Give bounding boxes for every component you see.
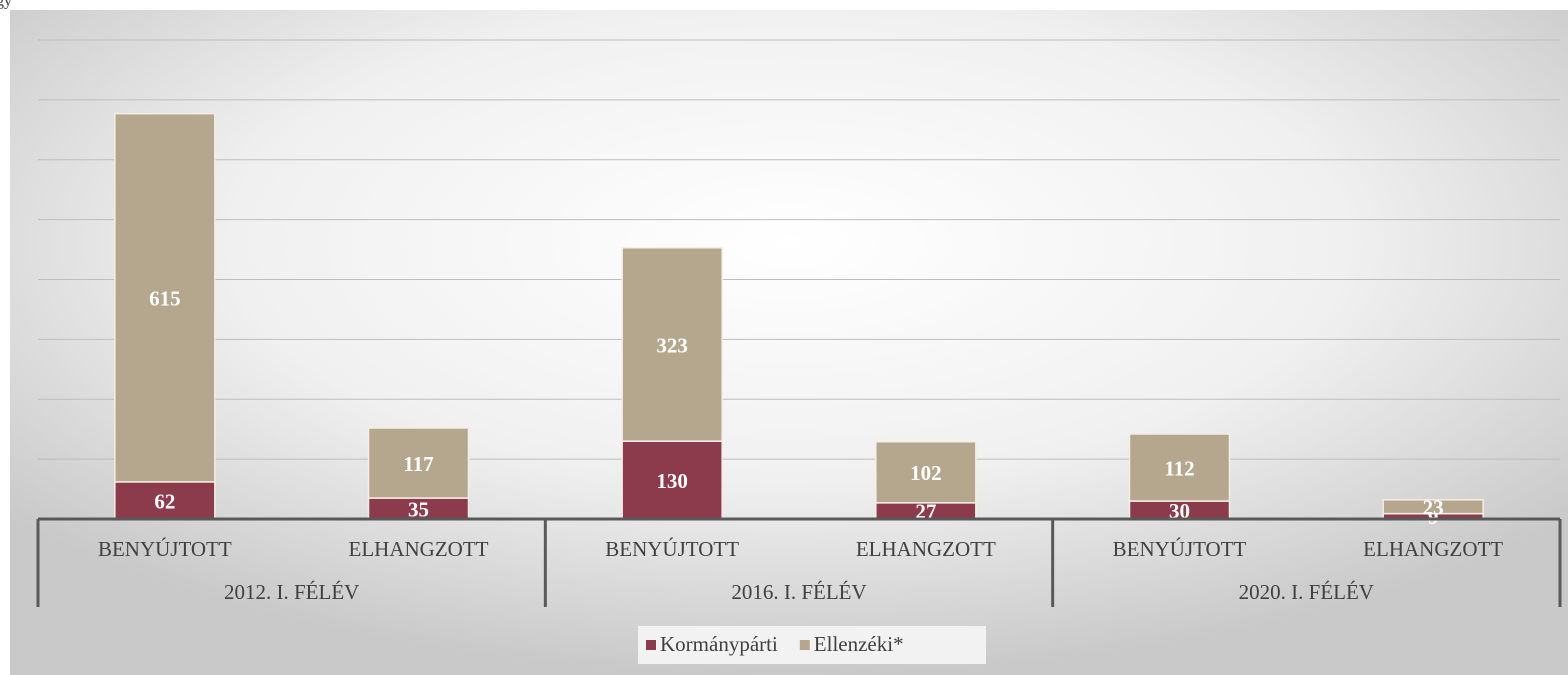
legend-label: Ellenzéki* [814,632,904,656]
bar-segment [114,481,216,520]
data-label: 117 [403,452,433,476]
x-tick-label: ELHANGZOTT [349,537,489,561]
data-label: 30 [1169,499,1190,523]
legend: Kormánypárti Ellenzéki* [638,626,986,664]
x-tick-label: ELHANGZOTT [1363,537,1503,561]
data-label: 23 [1423,496,1444,520]
bar-segment [1382,499,1484,515]
data-label: 615 [149,287,181,311]
bar-segment [1128,433,1231,502]
data-label: 9 [1428,505,1439,529]
chart-title: gy [0,0,12,10]
data-label: 62 [154,489,175,513]
group-label: 2012. I. FÉLÉV [224,580,359,604]
legend-box [638,626,986,664]
x-tick-label: BENYÚJTOTT [1113,537,1247,561]
data-label: 130 [656,469,688,493]
bar-segment [114,112,216,483]
legend-swatch [799,640,810,650]
data-label: 35 [408,497,429,521]
bar-segment [621,247,723,442]
bar-segment [875,441,977,504]
x-tick-label: BENYÚJTOTT [605,537,739,561]
x-tick-label: ELHANGZOTT [856,537,996,561]
group-label: 2020. I. FÉLÉV [1239,580,1374,604]
bar-segment [367,427,470,499]
data-label: 112 [1164,456,1194,480]
chart-background [10,10,1568,675]
x-tick-label: BENYÚJTOTT [98,537,232,561]
legend-label: Kormánypárti [660,632,778,656]
legend-swatch [646,640,656,650]
data-label: 323 [656,333,688,357]
data-label: 102 [910,461,942,485]
group-label: 2016. I. FÉLÉV [731,580,866,604]
